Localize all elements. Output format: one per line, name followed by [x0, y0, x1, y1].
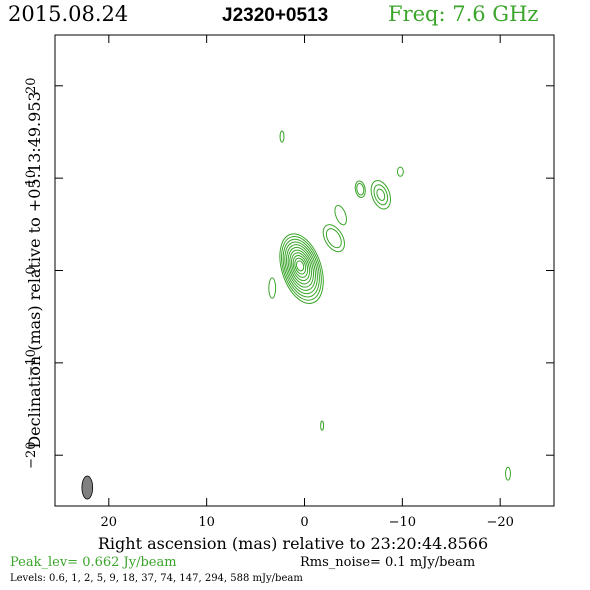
peak-level: Peak_lev= 0.662 Jy/beam	[10, 555, 177, 570]
noise-contour	[505, 466, 511, 481]
beam-marker	[81, 475, 94, 500]
y-axis-label: Declination (mas) relative to +05:13:49.…	[25, 91, 44, 448]
core-contour	[282, 238, 320, 298]
y-tick-label: 0	[24, 266, 39, 274]
core-contour	[295, 260, 305, 272]
y-tick-label: −20	[24, 441, 39, 468]
frequency-label: Freq: 7.6 GHz	[388, 2, 539, 26]
x-tick-label: 0	[300, 515, 308, 530]
source-name: J2320+0513	[222, 5, 329, 26]
jet-contour	[356, 182, 365, 196]
x-tick-label: −20	[486, 515, 513, 530]
jet-contour	[322, 224, 345, 253]
jet-contour	[325, 228, 342, 249]
rms-noise: Rms_noise= 0.1 mJy/beam	[300, 555, 476, 570]
y-tick-label: 10	[24, 170, 39, 187]
core-contour	[279, 233, 324, 304]
jet-contour	[334, 204, 347, 226]
core-contour	[292, 255, 309, 278]
core-contour	[284, 241, 318, 295]
noise-contour	[268, 277, 277, 299]
jet-contour	[396, 166, 404, 177]
jet-contour	[376, 188, 386, 201]
x-tick-label: −10	[389, 515, 416, 530]
x-tick-label: 20	[101, 515, 118, 530]
core-contour	[281, 236, 322, 301]
contour-levels: Levels: 0.6, 1, 2, 5, 9, 18, 37, 74, 147…	[10, 573, 303, 584]
jet-contour	[370, 180, 392, 210]
core-contour	[287, 246, 314, 288]
y-tick-label: 20	[24, 78, 39, 95]
noise-contour	[279, 130, 285, 143]
core-contour	[291, 252, 311, 282]
jet-contour	[354, 180, 366, 198]
x-tick-label: 10	[198, 515, 215, 530]
axis-ticks: 20 10 0 −10 −20 20 10 0 −10 −20	[24, 35, 554, 530]
beam-ellipse	[81, 475, 94, 500]
plot-frame	[54, 34, 555, 507]
y-tick-label: −10	[24, 349, 39, 376]
x-axis-label: Right ascension (mas) relative to 23:20:…	[98, 534, 488, 553]
noise-contour	[320, 420, 325, 431]
core-contour	[286, 244, 316, 291]
observation-date: 2015.08.24	[8, 2, 129, 26]
jet-contour	[373, 184, 389, 206]
core-contour	[294, 257, 307, 275]
core-contour	[289, 249, 313, 285]
plot-border	[54, 34, 555, 507]
contour-set	[268, 130, 511, 481]
